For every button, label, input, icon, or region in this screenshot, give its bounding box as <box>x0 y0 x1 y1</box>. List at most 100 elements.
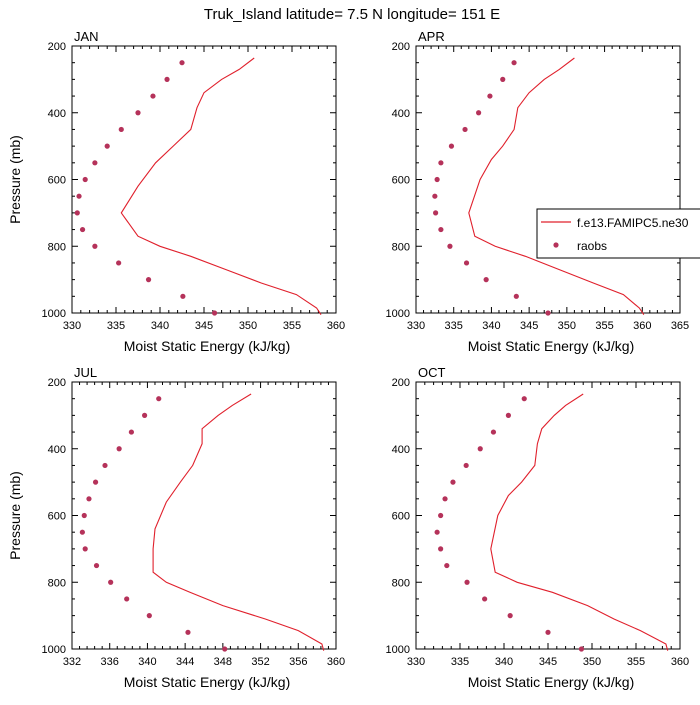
x-tick-label: 335 <box>445 320 463 332</box>
raobs-point <box>102 462 108 469</box>
raobs-point <box>432 193 438 199</box>
x-tick-label: 340 <box>151 320 169 332</box>
raobs-point <box>482 596 488 602</box>
legend: f.e13.FAMIPC5.ne30 raobs <box>536 208 700 259</box>
plot-frame <box>415 45 681 314</box>
raobs-point <box>578 646 585 652</box>
panel-label: APR <box>418 29 445 44</box>
raobs-point <box>108 579 114 585</box>
x-tick-label: 360 <box>671 656 689 668</box>
x-tick-label: 352 <box>251 656 269 668</box>
raobs-point <box>76 193 82 199</box>
raobs-point <box>116 446 122 452</box>
plot-frame <box>71 381 337 650</box>
raobs-point <box>92 243 98 249</box>
x-axis-label: Moist Static Energy (kJ/kg) <box>468 338 635 354</box>
x-tick-label: 335 <box>107 320 125 332</box>
x-tick-label: 340 <box>138 656 156 668</box>
raobs-point <box>511 60 517 66</box>
raobs-point <box>521 396 527 402</box>
raobs-point <box>92 160 98 166</box>
raobs-point <box>434 176 440 183</box>
y-tick-label: 600 <box>392 511 410 523</box>
panel-label: JUL <box>74 365 97 380</box>
raobs-point <box>142 412 148 418</box>
y-tick-label: 1000 <box>42 308 66 320</box>
model-line <box>120 57 322 316</box>
raobs-point <box>82 176 88 183</box>
raobs-point <box>93 562 100 569</box>
raobs-point <box>463 260 470 266</box>
legend-label-obs: raobs <box>577 239 607 253</box>
x-tick-label: 345 <box>520 320 538 332</box>
y-tick-label: 800 <box>392 241 410 253</box>
y-tick-label: 800 <box>48 577 66 589</box>
raobs-point <box>513 293 519 299</box>
figure-title: Truk_Island latitude= 7.5 N longitude= 1… <box>204 6 500 23</box>
x-tick-label: 330 <box>407 656 425 668</box>
raobs-point <box>92 479 99 485</box>
y-tick-label: 600 <box>48 175 66 187</box>
raobs-point <box>487 93 493 99</box>
raobs-point <box>164 76 170 82</box>
y-axis-label: Pressure (mb) <box>7 135 23 224</box>
raobs-point <box>462 126 468 133</box>
raobs-point <box>505 412 511 418</box>
raobs-point <box>438 546 444 552</box>
y-tick-label: 200 <box>48 377 66 389</box>
raobs-point <box>490 429 497 435</box>
raobs-point <box>179 60 185 66</box>
panel-label: OCT <box>418 365 446 380</box>
x-tick-label: 348 <box>214 656 232 668</box>
raobs-point <box>86 496 92 502</box>
raobs-point <box>116 260 122 266</box>
raobs-point <box>185 629 191 635</box>
raobs-point <box>545 310 551 316</box>
raobs-point <box>444 562 450 569</box>
raobs-point <box>145 277 152 283</box>
panel-label: JAN <box>74 29 99 44</box>
y-tick-label: 200 <box>48 41 66 53</box>
raobs-point <box>442 496 448 502</box>
x-tick-label: 360 <box>327 320 345 332</box>
plot-frame <box>71 45 337 314</box>
raobs-point <box>507 613 513 619</box>
y-tick-label: 800 <box>392 577 410 589</box>
panel-jan: JAN 330 335 340 345 350 355 360 200 400 600 800 1000… <box>7 29 345 354</box>
legend-marker-swatch <box>553 242 559 248</box>
x-tick-label: 355 <box>283 320 301 332</box>
panel-oct: OCT 330 335 340 345 350 355 360 200 400 600 800 1000… <box>386 365 690 690</box>
raobs-point <box>118 126 124 133</box>
model-line <box>152 393 325 651</box>
raobs-point <box>128 429 134 435</box>
raobs-point <box>545 629 551 635</box>
raobs-point <box>81 512 87 519</box>
raobs-point <box>438 512 444 519</box>
raobs-point <box>500 76 506 82</box>
y-axis-label: Pressure (mb) <box>7 471 23 560</box>
y-tick-label: 200 <box>392 377 410 389</box>
x-tick-label: 332 <box>63 656 81 668</box>
x-tick-label: 340 <box>482 320 500 332</box>
raobs-point <box>450 479 456 485</box>
model-line <box>468 57 645 316</box>
y-tick-label: 400 <box>392 108 410 120</box>
panel-apr: APR 330 335 340 345 350 355 360 365 200 400 600 800 1… <box>386 29 690 354</box>
y-tick-label: 1000 <box>386 308 410 320</box>
raobs-point <box>438 226 444 233</box>
raobs-point <box>447 243 453 249</box>
raobs-point <box>74 210 80 216</box>
x-axis-label: Moist Static Energy (kJ/kg) <box>124 674 291 690</box>
panels: JAN 330 335 340 345 350 355 360 200 400 600 800 1000… <box>7 29 689 690</box>
x-tick-label: 345 <box>195 320 213 332</box>
panel-jul: JUL 332 336 340 344 348 352 356 360 200 400 600 800 1… <box>7 365 345 690</box>
x-tick-label: 330 <box>63 320 81 332</box>
y-tick-label: 400 <box>392 444 410 456</box>
raobs-point <box>82 546 88 552</box>
x-axis-label: Moist Static Energy (kJ/kg) <box>124 338 291 354</box>
x-tick-label: 344 <box>176 656 194 668</box>
x-tick-label: 336 <box>101 656 119 668</box>
x-tick-label: 350 <box>583 656 601 668</box>
raobs-point <box>222 646 228 652</box>
x-tick-label: 330 <box>407 320 425 332</box>
